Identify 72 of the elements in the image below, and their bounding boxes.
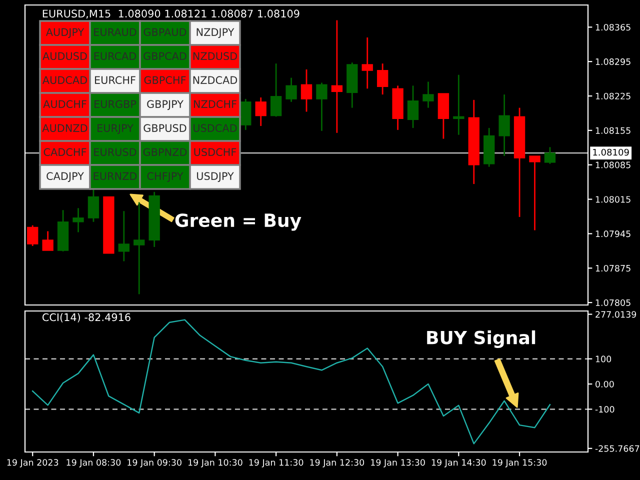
- y-tick-label: -100: [595, 406, 614, 413]
- candlestick: [392, 84, 404, 131]
- candlestick: [57, 209, 69, 252]
- y-tick-label: 1.08295: [596, 58, 630, 66]
- category-label: USDCAD: [194, 124, 237, 132]
- candlestick: [88, 188, 100, 223]
- category-label: EURCAD: [94, 52, 136, 60]
- annotation: BUY Signal: [427, 330, 536, 348]
- category-label: AUDCAD: [42, 76, 87, 84]
- candlestick: [103, 196, 114, 254]
- ref-line-label: 1.08109: [593, 148, 629, 156]
- y-tick-label: 1.07805: [596, 299, 630, 306]
- category-label: GBPNZD: [143, 148, 187, 156]
- category-label: NZDCAD: [193, 76, 238, 84]
- category-label: EURCHF: [95, 76, 136, 84]
- category-label: EURNZD: [94, 172, 137, 180]
- category-label: CHFJPY: [147, 172, 184, 182]
- y-tick-label: 1.08015: [596, 196, 630, 203]
- candlestick: [529, 155, 540, 231]
- category-label: EURJPY: [98, 124, 134, 134]
- y-tick-label: 1.08155: [596, 127, 630, 134]
- x-tick-label: 19 Jan 2023: [7, 459, 58, 468]
- y-tick-label: 277.0139: [596, 311, 636, 318]
- candlestick: [72, 207, 84, 233]
- annotation: Green = Buy: [175, 213, 302, 231]
- candlestick: [544, 146, 556, 165]
- y-tick-label: 1.08365: [596, 24, 630, 31]
- category-label: CADCHF: [44, 148, 86, 156]
- candlestick: [422, 81, 434, 108]
- y-tick-label: 1.08225: [596, 92, 630, 100]
- category-label: NZDCHF: [194, 100, 236, 108]
- category-label: NZDUSD: [193, 52, 237, 60]
- x-tick-label: 19 Jan 10:30: [188, 459, 242, 468]
- x-tick-label: 19 Jan 12:30: [310, 459, 364, 468]
- candlestick: [134, 202, 145, 295]
- candlestick: [453, 74, 464, 136]
- category-label: GBPAUD: [144, 28, 186, 36]
- candlestick: [407, 84, 419, 129]
- y-tick-label: 1.07945: [596, 230, 630, 238]
- category-label: AUDJPY: [46, 28, 84, 38]
- x-tick-label: 19 Jan 13:30: [371, 459, 425, 468]
- x-tick-label: 19 Jan 11:30: [249, 459, 304, 468]
- category-label: EURUSD: [94, 148, 136, 156]
- category-label: CADJPY: [46, 172, 84, 182]
- category-label: GBPUSD: [144, 124, 186, 132]
- candlestick: [42, 230, 54, 252]
- y-tick-label: 100: [596, 356, 612, 362]
- category-label: AUDNZD: [42, 124, 88, 132]
- category-label: NZDJPY: [196, 28, 234, 38]
- candlestick: [498, 94, 510, 157]
- category-label: GBPCAD: [144, 52, 186, 60]
- category-label: GBPCHF: [144, 76, 186, 84]
- category-label: USDCHF: [194, 148, 236, 156]
- y-tick-label: 0.00: [596, 380, 614, 388]
- category-label: USDJPY: [197, 172, 234, 182]
- x-tick-label: 19 Jan 14:30: [432, 459, 486, 468]
- candlestick: [438, 92, 450, 140]
- category-label: EURAUD: [94, 28, 136, 36]
- x-tick-label: 19 Jan 08:30: [66, 459, 121, 468]
- y-tick-label: 1.08085: [596, 162, 630, 168]
- category-label: AUDCHF: [43, 100, 86, 108]
- candlestick: [514, 107, 526, 218]
- chart-title: EURUSD,M15 1.08090 1.08121 1.08087 1.08109: [42, 10, 300, 19]
- category-label: EURGBP: [94, 100, 136, 108]
- chart-title: CCI(14) -82.4916: [42, 313, 130, 322]
- x-tick-label: 19 Jan 15:30: [492, 459, 547, 468]
- y-tick-label: 1.07875: [596, 264, 630, 272]
- y-tick-label: -255.7667: [595, 445, 640, 452]
- category-label: AUDUSD: [42, 52, 87, 60]
- x-tick-label: 19 Jan 09:30: [128, 459, 182, 468]
- category-label: GBPJPY: [147, 100, 184, 110]
- candlestick: [286, 77, 297, 103]
